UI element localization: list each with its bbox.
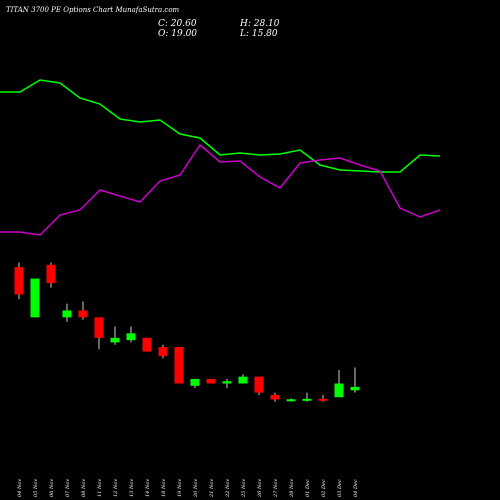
x-tick-label: 05 Nov (33, 479, 39, 497)
x-tick-label: 02 Dec (321, 479, 327, 497)
x-tick-label: 03 Dec (337, 479, 343, 497)
x-tick-label: 12 Nov (113, 479, 119, 497)
candle (334, 369, 344, 398)
candle-body (350, 386, 360, 391)
indicator-line (0, 143, 441, 236)
high-value: H: 28.10 (240, 19, 280, 29)
chart-title: TITAN 3700 PE Options Chart MunafaSutra.… (6, 6, 180, 14)
close-value: C: 20.60 (158, 19, 197, 29)
candle-body (14, 267, 24, 295)
x-tick-label: 04 Nov (17, 479, 23, 497)
indicator-line (0, 79, 441, 173)
candle-body (286, 399, 296, 402)
x-tick-label: 28 Nov (289, 479, 295, 498)
candle (126, 326, 136, 343)
candle (254, 376, 264, 395)
candle-body (46, 264, 56, 284)
candle-body (62, 310, 72, 318)
candle (158, 344, 168, 359)
candle-body (206, 378, 216, 384)
x-tick-label: 25 Nov (241, 479, 247, 498)
candle-body (126, 333, 136, 341)
candle-body (94, 317, 104, 338)
candle (110, 326, 120, 345)
candles (14, 262, 360, 402)
x-tick-label: 07 Nov (65, 479, 71, 497)
candle (270, 392, 280, 402)
candle-body (318, 398, 328, 401)
x-tick-label: 06 Nov (49, 479, 55, 497)
x-tick-label: 13 Nov (129, 479, 135, 497)
x-tick-label: 21 Nov (209, 479, 215, 498)
candle (350, 367, 360, 393)
candle (318, 394, 328, 402)
candle-body (302, 398, 312, 401)
candle (302, 392, 312, 402)
candle (238, 374, 248, 384)
x-tick-label: 14 Nov (145, 479, 151, 497)
candle (286, 398, 296, 402)
x-tick-label: 18 Nov (161, 479, 167, 497)
candle-body (142, 337, 152, 352)
candle (78, 301, 88, 320)
x-axis-labels: 04 Nov 05 Nov 06 Nov 07 Nov 08 Nov 11 Nov 12 N… (17, 479, 359, 498)
indicator-lines (0, 79, 441, 236)
candle (46, 262, 56, 288)
x-tick-label: 26 Nov (257, 479, 263, 498)
candle-body (254, 376, 264, 393)
candle (62, 303, 72, 322)
candle (206, 378, 216, 384)
open-value: O: 19.00 (158, 29, 198, 39)
x-tick-label: 08 Nov (81, 479, 87, 497)
candle (222, 378, 232, 389)
candle-body (30, 278, 40, 318)
candle-body (110, 337, 120, 343)
candle (14, 262, 24, 300)
x-tick-label: 27 Nov (273, 479, 279, 498)
candle (190, 378, 200, 389)
low-value: L: 15.80 (240, 29, 278, 39)
candle-body (222, 381, 232, 384)
candle-body (270, 394, 280, 400)
candle-body (174, 347, 184, 384)
x-tick-label: 22 Nov (225, 479, 231, 498)
candle-body (158, 347, 168, 357)
candle-body (334, 383, 344, 398)
candle-body (78, 310, 88, 318)
candle (30, 278, 40, 318)
candle-body (190, 378, 200, 386)
x-tick-label: 19 Nov (177, 479, 183, 497)
candle (142, 337, 152, 352)
x-tick-label: 11 Nov (97, 479, 103, 497)
x-tick-label: 04 Dec (353, 479, 359, 497)
x-tick-label: 01 Dec (305, 479, 311, 497)
candle (94, 317, 104, 350)
x-tick-label: 20 Nov (193, 479, 199, 498)
candle (174, 347, 184, 384)
candle-body (238, 376, 248, 384)
